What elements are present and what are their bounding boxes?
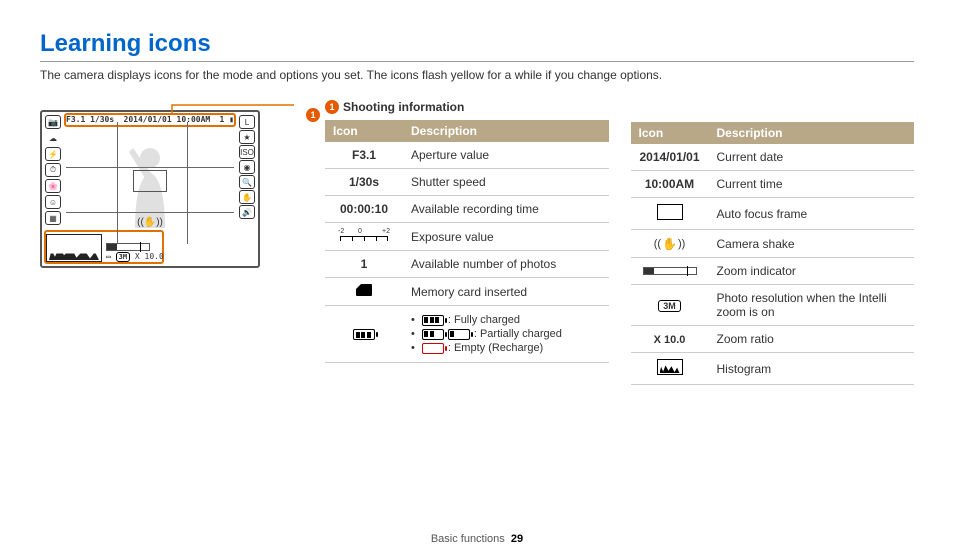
icon-cell [325, 278, 403, 306]
table-row: 2014/01/01Current date [631, 144, 915, 171]
table-row: F3.1Aperture value [325, 142, 609, 169]
zoom-indicator-icon [643, 267, 697, 275]
lcd-datetime: 2014/01/01 10:00AM [124, 115, 211, 124]
lcd-zoom-info: ▭ 3M X 10.0 [106, 252, 164, 262]
icon-cell [325, 306, 403, 363]
table-a-badge: 1 [325, 100, 339, 114]
table-a: Icon Description F3.1Aperture value1/30s… [325, 120, 609, 363]
desc-cell: Photo resolution when the Intelli zoom i… [709, 285, 915, 326]
desc-cell: Aperture value [403, 142, 609, 169]
lcd-shake-icon: ((✋)) [137, 217, 163, 228]
table-row: 1Available number of photos [325, 251, 609, 278]
table-row: Auto focus frame [631, 198, 915, 230]
table-b: Icon Description 2014/01/01Current date1… [631, 122, 915, 385]
quality-icon: ★ [239, 130, 255, 144]
camera-lcd-mock: F3.1 1/30s 2014/01/01 10:00AM 1 ▮ 📷 ☁ ⚡ … [40, 110, 260, 268]
table-row: 10:00AMCurrent time [631, 171, 915, 198]
drive-icon: ▦ [45, 211, 61, 225]
icon-cell: 00:00:10 [325, 196, 403, 223]
desc-cell: Zoom indicator [709, 258, 915, 285]
table-b-head-desc: Description [709, 122, 915, 144]
page-footer: Basic functions 29 [0, 533, 954, 545]
icon-cell: ((✋)) [631, 230, 709, 258]
desc-cell: Available number of photos [403, 251, 609, 278]
table-row: 1/30sShutter speed [325, 169, 609, 196]
table-a-heading: Shooting information [343, 100, 464, 114]
desc-cell: Zoom ratio [709, 326, 915, 353]
memory-card-icon [356, 284, 372, 296]
desc-cell: Memory card inserted [403, 278, 609, 306]
table-a-block: 1 Shooting information Icon Description … [325, 100, 609, 385]
icon-cell [631, 353, 709, 385]
table-row: 3M Photo resolution when the Intelli zoom… [631, 285, 915, 326]
icon-cell: X 10.0 [631, 326, 709, 353]
diagram-column: 1 F3.1 1/30s 2014/01/01 10:00AM 1 ▮ [40, 100, 300, 268]
table-row: Zoom indicator [631, 258, 915, 285]
table-row: -20+2 Exposure value [325, 223, 609, 251]
table-row: X 10.0Zoom ratio [631, 326, 915, 353]
sound-icon: 🔊 [239, 205, 255, 219]
af-frame-icon [657, 204, 683, 220]
callout-badge-1: 1 [306, 108, 320, 122]
lcd-top-strip: F3.1 1/30s 2014/01/01 10:00AM 1 ▮ [66, 115, 234, 124]
tables-area: 1 Shooting information Icon Description … [325, 100, 914, 385]
ev-ruler-icon: -20+2 [340, 229, 388, 241]
desc-cell: Current time [709, 171, 915, 198]
table-b-block: Icon Description 2014/01/01Current date1… [631, 100, 915, 385]
icon-cell: 1/30s [325, 169, 403, 196]
lcd-left-icon-stack: 📷 ☁ ⚡ ⏱ 🌸 ☺ ▦ [45, 115, 61, 225]
table-b-head-icon: Icon [631, 122, 709, 144]
table-row: ((✋)) Camera shake [631, 230, 915, 258]
desc-cell: Histogram [709, 353, 915, 385]
face-icon: ☺ [45, 195, 61, 209]
desc-cell: : Fully charged : Partially charged: Emp… [403, 306, 609, 363]
desc-cell: Current date [709, 144, 915, 171]
battery-icon [353, 329, 375, 340]
icon-cell: -20+2 [325, 223, 403, 251]
table-row: Memory card inserted [325, 278, 609, 306]
magnify-icon: 🔍 [239, 175, 255, 189]
icon-cell [631, 198, 709, 230]
stab-icon: ✋ [239, 190, 255, 204]
table-a-head-icon: Icon [325, 120, 403, 142]
meter-icon: ◉ [239, 160, 255, 174]
lcd-zoom-indicator-icon [106, 243, 150, 251]
camera-shake-icon: ((✋)) [654, 237, 686, 251]
timer-icon: ⏱ [45, 163, 61, 177]
desc-cell: Available recording time [403, 196, 609, 223]
icon-cell: F3.1 [325, 142, 403, 169]
icon-cell: 10:00AM [631, 171, 709, 198]
iso-icon: ISO [239, 145, 255, 159]
mode-icon: 📷 [45, 115, 61, 129]
desc-cell: Camera shake [709, 230, 915, 258]
desc-cell: Exposure value [403, 223, 609, 251]
table-row: 00:00:10Available recording time [325, 196, 609, 223]
histogram-icon [657, 359, 683, 375]
lcd-histogram-icon [46, 234, 102, 262]
icon-cell [631, 258, 709, 285]
icon-cell: 3M [631, 285, 709, 326]
desc-cell: Shutter speed [403, 169, 609, 196]
lcd-right-icon-stack: L ★ ISO ◉ 🔍 ✋ 🔊 [239, 115, 255, 219]
page-subtitle: The camera displays icons for the mode a… [40, 68, 914, 82]
page-title: Learning icons [40, 30, 914, 62]
table-row: : Fully charged : Partially charged: Emp… [325, 306, 609, 363]
size-icon: L [239, 115, 255, 129]
icon-cell: 1 [325, 251, 403, 278]
table-row: Histogram [631, 353, 915, 385]
flash-icon: ⚡ [45, 147, 61, 161]
lcd-aperture: F3.1 1/30s [66, 115, 114, 124]
desc-cell: Auto focus frame [709, 198, 915, 230]
cloud-icon: ☁ [45, 131, 61, 145]
lcd-af-frame-icon [133, 170, 167, 192]
macro-icon: 🌸 [45, 179, 61, 193]
content-row: 1 F3.1 1/30s 2014/01/01 10:00AM 1 ▮ [40, 100, 914, 385]
lcd-battery-group: 1 ▮ [220, 115, 234, 124]
table-a-title: 1 Shooting information [325, 100, 609, 114]
icon-cell: 2014/01/01 [631, 144, 709, 171]
resolution-icon: 3M [658, 300, 681, 312]
table-a-head-desc: Description [403, 120, 609, 142]
